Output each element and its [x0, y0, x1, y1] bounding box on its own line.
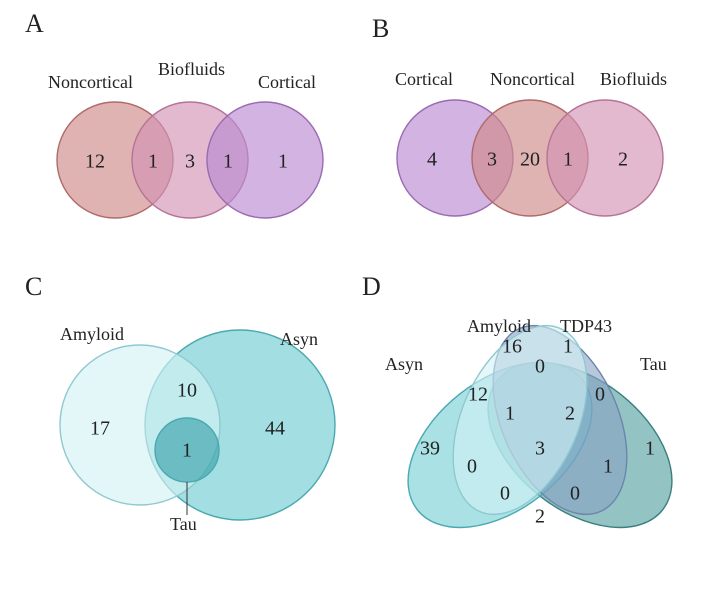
panel-c-set-label-tau: Tau [170, 514, 197, 534]
panel-a-set-label: Noncortical [48, 72, 133, 92]
panel-c-region-amyloid_asyn_tau: 1 [182, 440, 192, 462]
panel-a-region-left_mid: 1 [148, 151, 158, 173]
panel-b-region-mid_right: 1 [563, 149, 573, 171]
panel-b-set-label: Noncortical [490, 69, 575, 89]
panel-c-region-asyn_only: 44 [265, 418, 285, 440]
panel-a-region-only_right: 1 [278, 151, 288, 173]
panel-d-region-amyloid_only: 16 [502, 336, 522, 358]
panel-b-region-only_mid: 20 [520, 149, 540, 171]
panel-d-label: D [362, 272, 381, 301]
panel-c-region-amyloid_asyn: 10 [177, 380, 197, 402]
panel-d-region-amyloid_tdp43_tau: 2 [565, 403, 575, 425]
panel-d-region-tau_only: 1 [645, 438, 655, 460]
panel-b-label: B [372, 14, 389, 43]
panel-b-set-label: Biofluids [600, 69, 667, 89]
panel-d-region-asyn_amyloid_tau: 0 [570, 483, 580, 505]
panel-d-region-asyn_tdp43_tau: 0 [500, 483, 510, 505]
panel-b-set-label: Cortical [395, 69, 453, 89]
panel-d-region-amyloid_tau: 1 [603, 456, 613, 478]
panel-b-region-left_mid: 3 [487, 149, 497, 171]
panel-d-region-asyn_amyloid: 12 [468, 384, 488, 406]
panel-d-region-amyloid_tdp43: 0 [535, 356, 545, 378]
panel-d-set-label-asyn: Asyn [385, 354, 423, 374]
panel-c-region-amyloid_only: 17 [90, 418, 110, 440]
panel-a-region-mid_right: 1 [223, 151, 233, 173]
panel-d-set-label-tau: Tau [640, 354, 667, 374]
panel-d-region-asyn_tdp43: 0 [467, 456, 477, 478]
panel-b-region-only_left: 4 [427, 149, 437, 171]
panel-c-set-label-amyloid: Amyloid [60, 324, 124, 344]
panel-d-region-asyn_only: 39 [420, 438, 440, 460]
panel-d-region-asyn_tau: 2 [535, 506, 545, 528]
figure-svg: ANoncorticalBiofluidsCortical121311BCort… [0, 0, 703, 589]
panel-d-set-label-amyloid: Amyloid [467, 316, 531, 336]
panel-d-set-label-tdp43: TDP43 [560, 316, 612, 336]
panel-d-region-tdp43_tau: 0 [595, 384, 605, 406]
panel-a-region-only_left: 12 [85, 151, 105, 173]
panel-c-label: C [25, 272, 42, 301]
panel-d-region-asyn_amyloid_tdp43: 1 [505, 403, 515, 425]
panel-d-region-tdp43_only: 1 [563, 336, 573, 358]
panel-a-label: A [25, 9, 44, 38]
panel-a-set-label: Cortical [258, 72, 316, 92]
panel-a-set-label: Biofluids [158, 59, 225, 79]
panel-a-region-only_mid: 3 [185, 151, 195, 173]
panel-c-set-label-asyn: Asyn [280, 329, 318, 349]
panel-b-region-only_right: 2 [618, 149, 628, 171]
panel-d-region-center_all: 3 [535, 438, 545, 460]
